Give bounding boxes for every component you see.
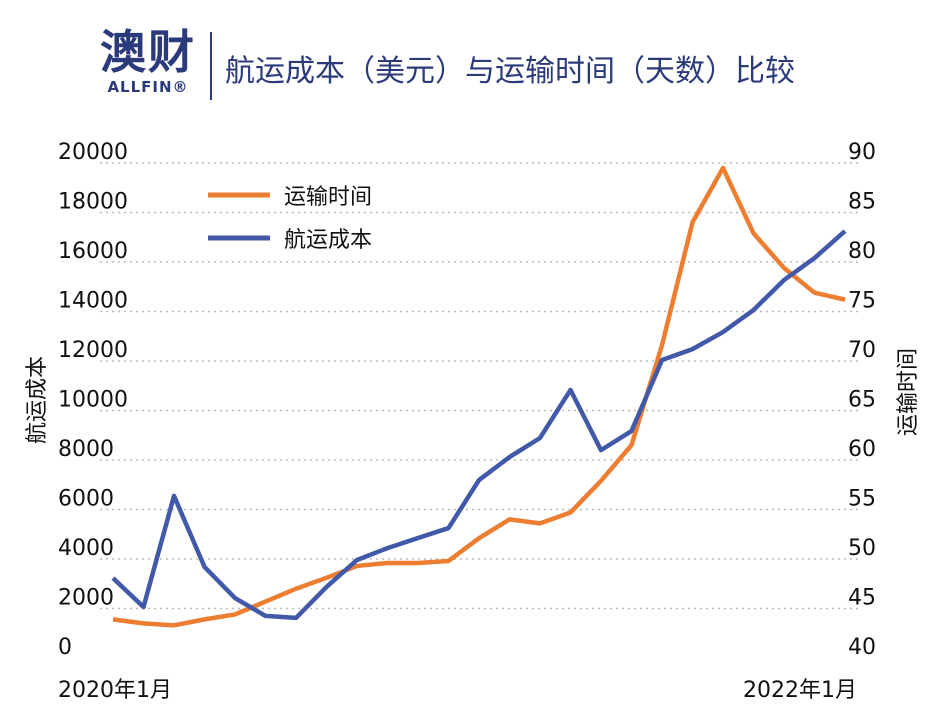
y2-tick-label: 45 <box>848 586 876 611</box>
legend: 运输时间 航运成本 <box>208 185 372 253</box>
y-tick-label: 10000 <box>58 388 128 413</box>
y-tick-label: 4000 <box>58 536 114 561</box>
y-tick-label: 18000 <box>58 190 128 215</box>
y2-tick-label: 70 <box>848 338 876 363</box>
logo: 澳财 ALLFIN® <box>88 26 208 96</box>
y-tick-label: 14000 <box>58 289 128 314</box>
y2-tick-label: 75 <box>848 289 876 314</box>
y-tick-label: 0 <box>58 635 72 660</box>
y-tick-label: 16000 <box>58 239 128 264</box>
y-tick-label: 2000 <box>58 586 114 611</box>
logo-en: ALLFIN® <box>107 78 189 96</box>
y2-tick-label: 90 <box>848 140 876 165</box>
y2-tick-label: 50 <box>848 536 876 561</box>
y2-tick-label: 55 <box>848 487 876 512</box>
series-line-1 <box>111 229 847 621</box>
legend-label-0: 运输时间 <box>284 185 372 210</box>
y-tick-label: 8000 <box>58 437 114 462</box>
y-tick-label: 12000 <box>58 338 128 363</box>
chart-title: 航运成本（美元）与运输时间（天数）比较 <box>225 54 795 89</box>
logo-cn: 澳财 <box>100 25 196 79</box>
y2-tick-label: 85 <box>848 190 876 215</box>
y-tick-label: 20000 <box>58 140 128 165</box>
y2-axis-label: 运输时间 <box>896 348 921 436</box>
divider <box>210 32 212 100</box>
y2-tick-label: 65 <box>848 388 876 413</box>
y-axis-label: 航运成本 <box>25 356 50 444</box>
x-tick-start: 2020年1月 <box>58 678 172 703</box>
y-tick-label: 6000 <box>58 487 114 512</box>
y2-tick-label: 80 <box>848 239 876 264</box>
y2-tick-label: 60 <box>848 437 876 462</box>
y2-tick-label: 40 <box>848 635 876 660</box>
x-tick-end: 2022年1月 <box>743 678 857 703</box>
legend-label-1: 航运成本 <box>284 228 372 253</box>
